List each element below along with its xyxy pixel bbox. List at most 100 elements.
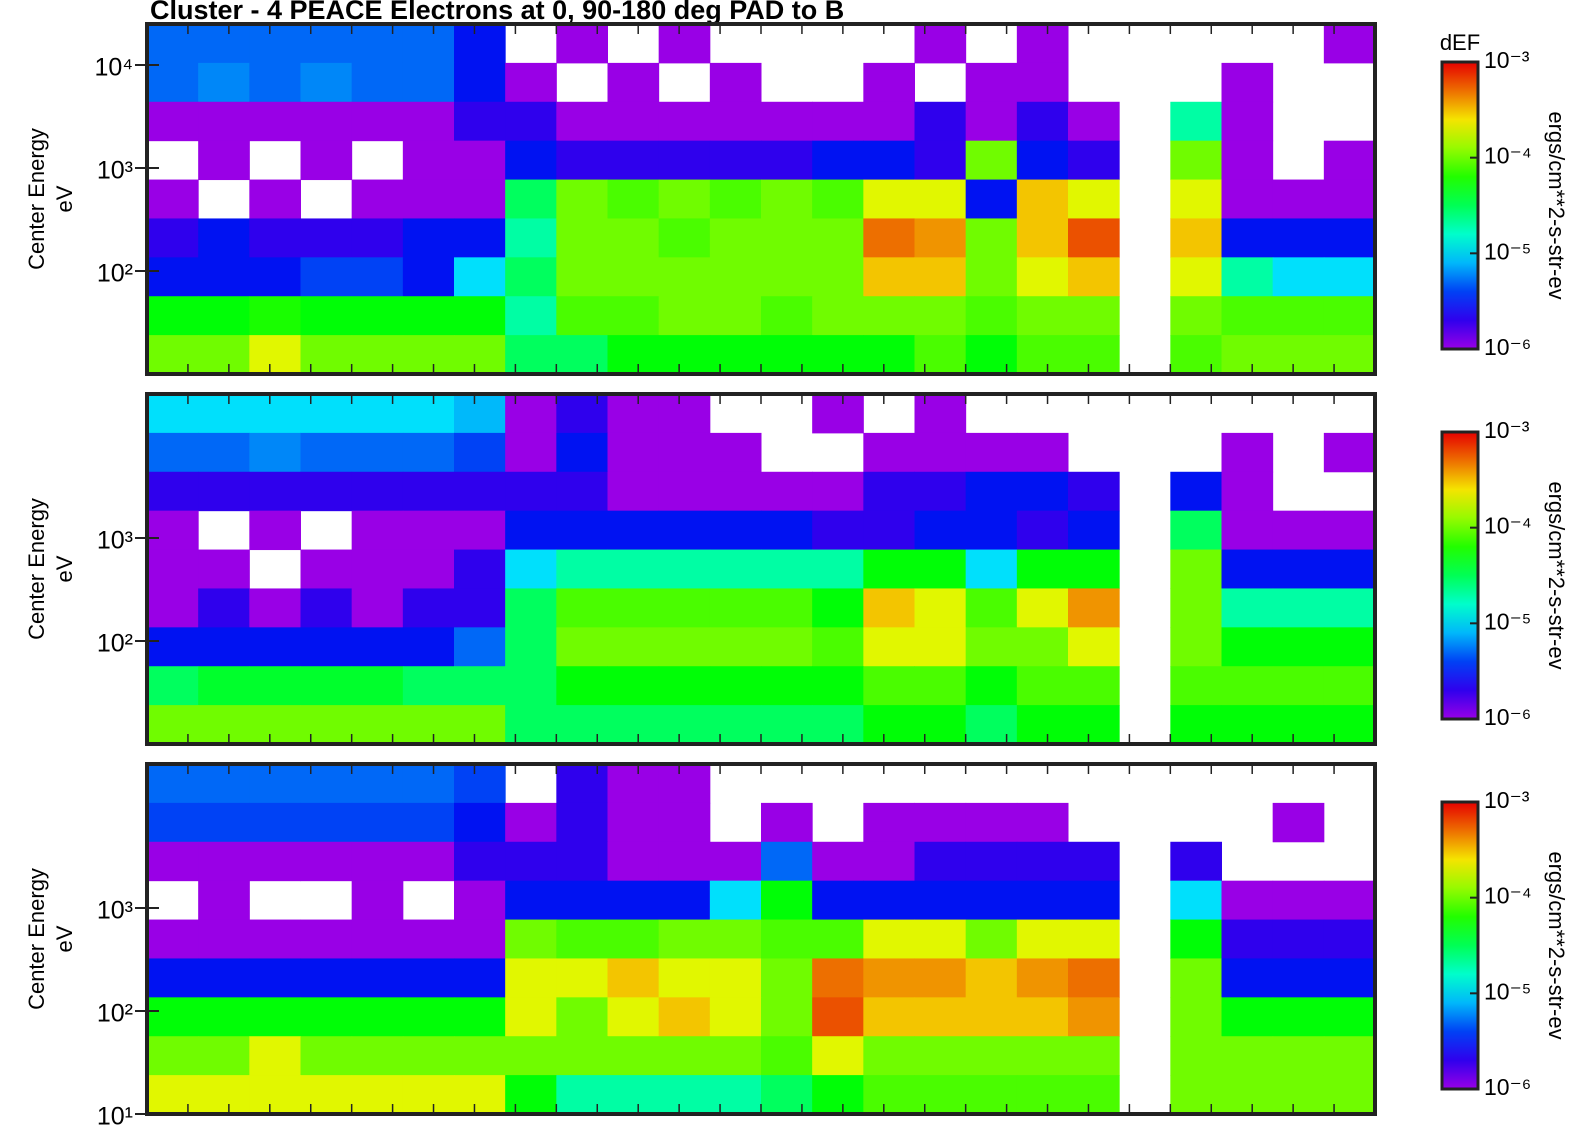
heatmap-cell xyxy=(658,296,711,336)
heatmap-cell xyxy=(1272,218,1325,258)
heatmap-cell xyxy=(249,218,301,258)
heatmap-cell xyxy=(1016,101,1069,142)
heatmap-cell xyxy=(1221,1036,1274,1076)
heatmap-cell xyxy=(914,296,967,336)
heatmap-cell xyxy=(1221,510,1274,551)
heatmap-cell xyxy=(658,666,711,706)
heatmap-cell xyxy=(454,24,506,64)
heatmap-cell xyxy=(914,24,967,64)
heatmap-cell xyxy=(1221,62,1274,103)
heatmap-cell xyxy=(147,510,199,551)
heatmap-cell xyxy=(1068,335,1120,375)
heatmap-cell xyxy=(454,919,506,959)
heatmap-cell xyxy=(351,958,404,998)
heatmap-cell xyxy=(709,179,762,219)
heatmap-cell xyxy=(402,997,455,1037)
heatmap-cell xyxy=(863,432,915,473)
heatmap-cell xyxy=(249,432,301,473)
heatmap-cell xyxy=(249,666,301,706)
heatmap-cell xyxy=(1016,627,1069,667)
heatmap-cell xyxy=(198,62,250,103)
heatmap-cell xyxy=(1323,880,1376,921)
heatmap-cell xyxy=(709,140,762,181)
heatmap-cell xyxy=(607,335,660,375)
heatmap-cell xyxy=(147,588,199,628)
heatmap-cell xyxy=(607,296,660,336)
heatmap-cell xyxy=(658,549,711,589)
heatmap-cell xyxy=(1170,335,1222,375)
heatmap-cell xyxy=(1272,510,1325,551)
heatmap-cell xyxy=(1170,140,1222,181)
heatmap-cell xyxy=(1016,1036,1069,1076)
heatmap-cell xyxy=(914,841,967,882)
heatmap-cell xyxy=(198,958,250,998)
heatmap-cell xyxy=(607,101,660,142)
heatmap-cell xyxy=(812,958,864,998)
heatmap-cell xyxy=(556,432,608,473)
heatmap-cell xyxy=(965,588,1018,628)
y-tick-label: 10⁴ xyxy=(94,54,133,82)
heatmap-cell xyxy=(402,588,455,628)
heatmap-cell xyxy=(351,802,404,843)
heatmap-cell xyxy=(198,140,250,181)
heatmap-cell xyxy=(607,510,660,551)
heatmap-cell xyxy=(863,335,915,375)
heatmap-cell xyxy=(863,841,915,882)
heatmap-cell xyxy=(454,510,506,551)
heatmap-cell xyxy=(402,666,455,706)
heatmap-cell xyxy=(1272,549,1325,589)
heatmap-cell xyxy=(454,432,506,473)
heatmap-cell xyxy=(812,627,864,667)
heatmap-cell xyxy=(709,335,762,375)
heatmap-cell xyxy=(198,764,250,804)
heatmap-cell xyxy=(556,101,608,142)
heatmap-cell xyxy=(1221,958,1274,998)
heatmap-cell xyxy=(402,101,455,142)
heatmap-cell xyxy=(1068,101,1120,142)
y-tick-label: 10³ xyxy=(97,527,133,555)
colorbar-tick-label: 10⁻⁴ xyxy=(1484,513,1532,539)
heatmap-cell xyxy=(1016,802,1069,843)
heatmap-cell xyxy=(300,627,353,667)
colorbar-tick-label: 10⁻⁵ xyxy=(1484,608,1531,634)
heatmap-cell xyxy=(351,432,404,473)
heatmap-cell xyxy=(556,394,608,434)
heatmap-cell xyxy=(709,627,762,667)
heatmap-cell xyxy=(1221,179,1274,219)
heatmap-cell xyxy=(249,394,301,434)
heatmap-cell xyxy=(147,62,199,103)
heatmap-cell xyxy=(198,705,250,745)
heatmap-cell xyxy=(658,1036,711,1076)
heatmap-cell xyxy=(147,1075,199,1115)
heatmap-cell xyxy=(914,1036,967,1076)
colorbar-tick-label: 10⁻⁶ xyxy=(1484,334,1531,360)
heatmap-cell xyxy=(147,179,199,219)
heatmap-cell xyxy=(965,140,1018,181)
heatmap-cell xyxy=(1068,510,1120,551)
heatmap-cell xyxy=(147,296,199,336)
heatmap-cell xyxy=(607,62,660,103)
heatmap-cell xyxy=(351,394,404,434)
heatmap-cell xyxy=(709,218,762,258)
heatmap-cell xyxy=(300,335,353,375)
heatmap-cell xyxy=(658,997,711,1037)
heatmap-cell xyxy=(1323,705,1376,745)
heatmap-cell xyxy=(249,510,301,551)
heatmap-cell xyxy=(505,1075,557,1115)
heatmap-cell xyxy=(454,588,506,628)
heatmap-cell xyxy=(1068,627,1120,667)
heatmap-cell xyxy=(914,432,967,473)
heatmap-cell xyxy=(914,218,967,258)
colorbar-unit: ergs/cm**2-s-str-ev xyxy=(1544,111,1569,299)
heatmap-cell xyxy=(1068,140,1120,181)
heatmap-cell xyxy=(914,510,967,551)
heatmap-cell xyxy=(1016,257,1069,297)
heatmap-cell xyxy=(249,62,301,103)
heatmap-cell xyxy=(300,666,353,706)
colorbar xyxy=(1440,800,1480,1091)
heatmap-cell xyxy=(914,997,967,1037)
heatmap-cell xyxy=(1068,471,1120,512)
heatmap-cell xyxy=(351,666,404,706)
heatmap-cell xyxy=(556,335,608,375)
heatmap-cell xyxy=(1272,666,1325,706)
